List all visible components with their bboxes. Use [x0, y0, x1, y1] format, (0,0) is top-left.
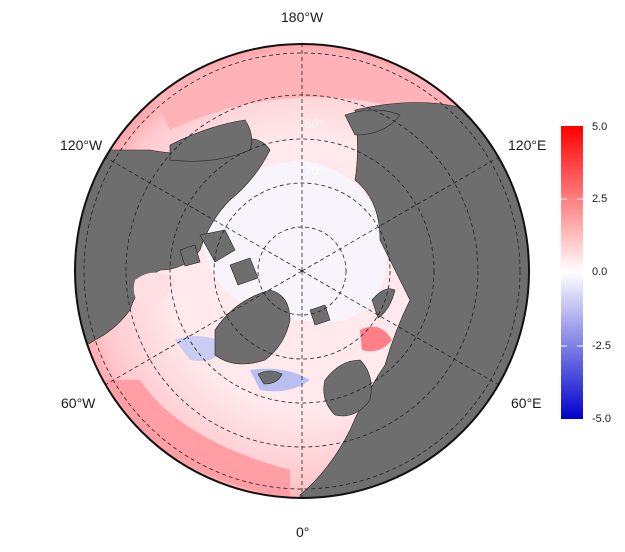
land-archipelago: [179, 229, 259, 286]
barents-warm-spot: [360, 326, 392, 352]
colorbar-tick-2-5: 2.5: [592, 193, 608, 205]
colorbar-tick-neg-5: -5.0: [592, 413, 611, 425]
land-scandinavia: [323, 359, 372, 417]
lon-label-0: 0°: [296, 524, 310, 540]
lat-label-70: 70°: [305, 164, 323, 178]
land-alaska: [169, 119, 252, 162]
atlantic-anomaly: [80, 380, 290, 498]
lon-label-60w: 60°W: [61, 395, 96, 411]
lon-label-120e: 120°E: [508, 137, 547, 153]
lon-label-120w: 120°W: [60, 137, 103, 153]
land-novaya-zemlya: [371, 288, 396, 319]
map-frame: [74, 43, 530, 499]
lon-label-60e: 60°E: [511, 395, 542, 411]
sea-ice: [202, 160, 387, 323]
hudson-bay: [133, 272, 175, 305]
colorbar-tick-0: 0.0: [592, 266, 608, 278]
colorbar-tick-neg-2-5: -2.5: [592, 340, 611, 352]
colorbar-ticks: [561, 198, 583, 347]
land-iceland: [257, 370, 283, 385]
land-greenland: [214, 289, 291, 365]
colorbar-tick-5: 5.0: [592, 121, 608, 133]
land-svalbard: [309, 304, 331, 326]
lat-label-60: 60°: [305, 117, 323, 131]
lon-label-180w: 180°W: [281, 9, 324, 25]
land-chukotka: [344, 109, 401, 136]
pacific-anomaly: [150, 55, 450, 130]
graticule: [83, 44, 521, 498]
